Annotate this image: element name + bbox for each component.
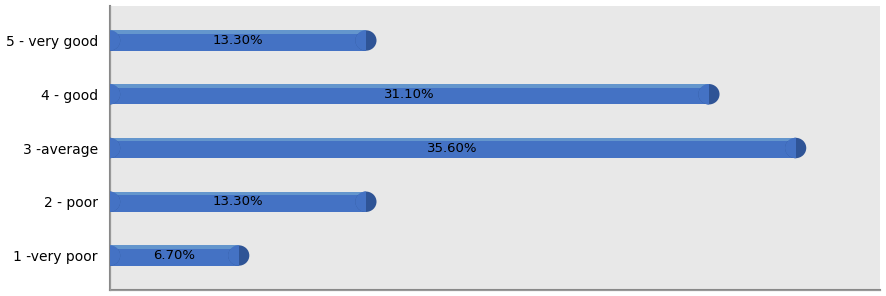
Ellipse shape — [355, 30, 377, 51]
Text: 35.60%: 35.60% — [427, 141, 478, 155]
FancyBboxPatch shape — [110, 30, 366, 34]
Ellipse shape — [355, 192, 377, 212]
Text: 13.30%: 13.30% — [213, 34, 263, 47]
Ellipse shape — [99, 245, 120, 266]
FancyBboxPatch shape — [110, 192, 366, 212]
Ellipse shape — [99, 192, 120, 212]
FancyBboxPatch shape — [110, 192, 366, 195]
Ellipse shape — [99, 84, 120, 104]
Text: 13.30%: 13.30% — [213, 195, 263, 208]
Ellipse shape — [228, 245, 249, 266]
Ellipse shape — [698, 84, 719, 104]
Ellipse shape — [99, 245, 120, 266]
FancyBboxPatch shape — [110, 84, 709, 104]
Ellipse shape — [785, 138, 806, 158]
FancyBboxPatch shape — [110, 138, 796, 158]
Ellipse shape — [99, 192, 120, 212]
Ellipse shape — [99, 30, 120, 51]
FancyBboxPatch shape — [110, 138, 796, 141]
Ellipse shape — [355, 192, 377, 212]
Ellipse shape — [698, 84, 719, 104]
Ellipse shape — [99, 84, 120, 104]
FancyBboxPatch shape — [110, 245, 238, 266]
FancyBboxPatch shape — [110, 84, 709, 88]
Ellipse shape — [355, 30, 377, 51]
Ellipse shape — [99, 138, 120, 158]
Ellipse shape — [99, 138, 120, 158]
FancyBboxPatch shape — [110, 245, 238, 249]
Text: 6.70%: 6.70% — [153, 249, 195, 262]
Ellipse shape — [99, 30, 120, 51]
Text: 31.10%: 31.10% — [384, 88, 435, 101]
FancyBboxPatch shape — [110, 30, 366, 51]
Ellipse shape — [785, 138, 806, 158]
Ellipse shape — [228, 245, 249, 266]
